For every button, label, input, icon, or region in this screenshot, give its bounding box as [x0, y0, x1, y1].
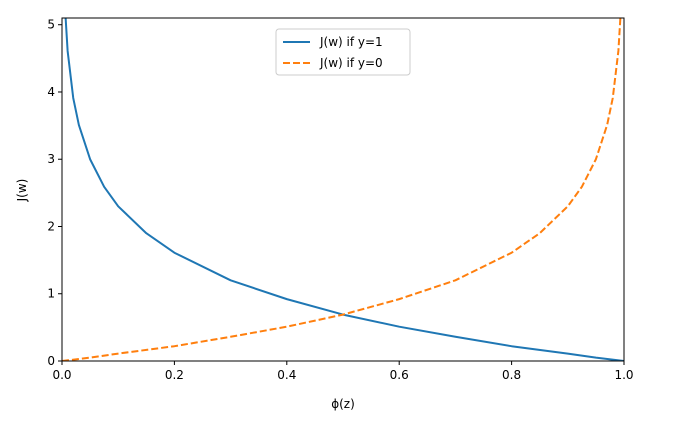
- legend-label-y1: J(w) if y=1: [319, 35, 383, 49]
- x-tick-label: 0.6: [390, 368, 409, 382]
- series-line-y1: [64, 18, 624, 361]
- x-tick-label: 0.4: [277, 368, 296, 382]
- legend-label-y0: J(w) if y=0: [319, 56, 383, 70]
- y-tick-label: 2: [47, 219, 55, 233]
- x-axis: 0.0 0.2 0.4 0.6 0.8 1.0: [52, 361, 634, 382]
- x-tick-label: 0.0: [52, 368, 71, 382]
- y-tick-label: 1: [47, 287, 55, 301]
- x-tick-label: 0.2: [165, 368, 184, 382]
- y-tick-label: 4: [47, 85, 55, 99]
- plot-frame: [61, 17, 625, 362]
- x-axis-label: ϕ(z): [331, 397, 355, 411]
- y-tick-label: 3: [47, 152, 55, 166]
- y-tick-label: 5: [47, 18, 55, 32]
- y-axis: 0 1 2 3 4 5: [47, 18, 62, 368]
- x-tick-label: 1.0: [614, 368, 633, 382]
- y-axis-label: J(w): [15, 179, 29, 203]
- x-tick-label: 0.8: [502, 368, 521, 382]
- legend: J(w) if y=1 J(w) if y=0: [275, 28, 411, 76]
- series-line-y0: [62, 18, 622, 361]
- series-layer: [62, 18, 624, 361]
- y-tick-label: 0: [47, 354, 55, 368]
